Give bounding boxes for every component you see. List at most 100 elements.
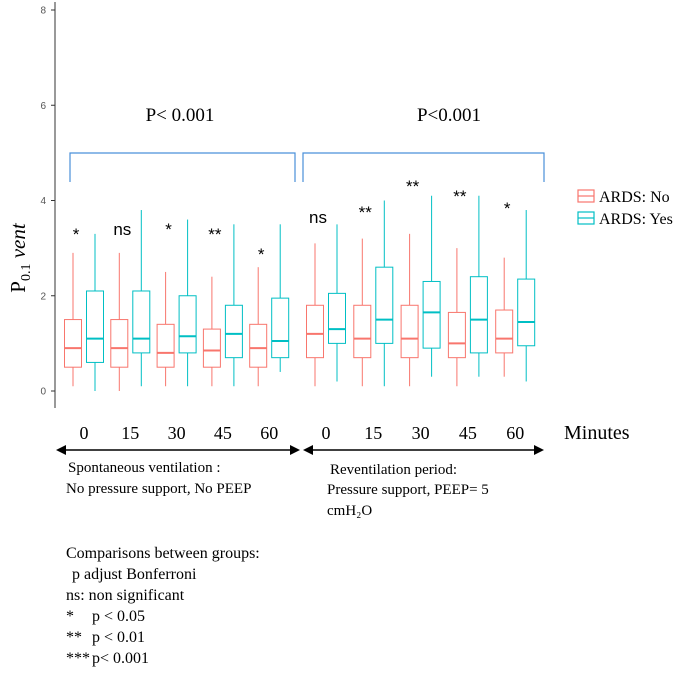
box-iqr [517, 278, 536, 347]
bracket-p-value: P<0.001 [417, 105, 481, 126]
x-tick-label: 60 [260, 423, 278, 443]
box-ards-yes [271, 224, 290, 372]
period-2-line-1: Reventilation period: [330, 462, 457, 478]
period-arrow-reventilation [303, 445, 544, 455]
box-ards-no [249, 267, 268, 387]
box-layer [64, 195, 536, 391]
y-axis-title-sub: 0.1 [19, 264, 34, 282]
box-ards-yes [469, 195, 488, 377]
significance-label: * [258, 245, 265, 264]
notes-row: ** p < 0.01 [66, 627, 466, 648]
axis-layer: 0 2 4 6 8 [40, 2, 56, 408]
x-tick-label: 30 [412, 423, 430, 443]
x-tick-label: 15 [364, 423, 382, 443]
box-iqr [249, 323, 268, 368]
notes-row-symbol: ** [66, 629, 82, 646]
box-ards-no [306, 243, 324, 387]
x-tick-label: 45 [459, 423, 477, 443]
significance-label: * [165, 220, 172, 239]
y-axis-title-tail: vent [6, 222, 30, 258]
notes-adjust: p adjust Bonferroni [72, 566, 197, 583]
comparison-bracket: P< 0.001 [69, 105, 296, 182]
x-tick-label: 30 [168, 423, 186, 443]
box-ards-yes [517, 210, 536, 382]
x-tick-label: 0 [322, 423, 331, 443]
notes-row-text: p < 0.05 [92, 608, 146, 625]
box-ards-yes [422, 195, 441, 377]
significance-layer: * ns * ***ns ******* [73, 177, 511, 264]
notes-row: * p < 0.05 [66, 606, 466, 627]
box-iqr [328, 292, 346, 344]
box-ards-yes [224, 224, 243, 387]
x-axis-title: Minutes [564, 422, 630, 444]
notes-row-symbol: * [66, 608, 74, 625]
box-iqr [495, 309, 514, 354]
notes-ns: ns: non significant [66, 587, 185, 604]
box-iqr [271, 297, 290, 359]
significance-label: ns [309, 208, 327, 227]
legend-label-ards-yes: ARDS: Yes [599, 211, 673, 228]
legend-label-ards-no: ARDS: No [599, 189, 670, 206]
box-ards-no [110, 252, 129, 391]
x-tick-label: 60 [506, 423, 524, 443]
box-ards-no [400, 233, 419, 387]
period-2-line-2: Pressure support, PEEP= 5 [327, 482, 489, 498]
box-iqr [178, 295, 197, 354]
significance-label: * [73, 225, 80, 244]
significance-label: ** [208, 225, 222, 244]
notes-row: *** p< 0.001 [66, 648, 466, 669]
box-iqr [353, 304, 372, 359]
period-2-line-3: cmH₂O [327, 503, 372, 519]
y-tick-label: 4 [40, 196, 46, 207]
y-tick-label: 0 [40, 387, 46, 398]
bracket-line [302, 152, 545, 182]
y-axis-title-main: P [6, 281, 30, 293]
notes-row-text: p< 0.001 [92, 650, 150, 667]
box-iqr [202, 328, 221, 368]
period-1-line-1: Spontaneous ventilation : [68, 460, 220, 476]
label-layer: 0 15 30 45 60 0 15 30 45 60 [80, 423, 525, 443]
bracket-layer: P< 0.001 P<0.001 [69, 105, 545, 182]
bracket-p-value: P< 0.001 [146, 105, 215, 126]
notes-title: Comparisons between groups: [66, 545, 260, 562]
box-ards-yes [375, 200, 394, 387]
box-ards-no [495, 257, 514, 377]
box-iqr [469, 276, 488, 354]
box-iqr [447, 311, 466, 359]
box-iqr [64, 319, 82, 368]
box-iqr [86, 290, 104, 363]
box-iqr [132, 290, 151, 354]
y-axis-title: P0.1 vent [6, 222, 34, 293]
box-iqr [375, 266, 394, 344]
box-ards-yes [328, 224, 346, 382]
x-tick-label: 45 [214, 423, 232, 443]
significance-label: ** [359, 203, 373, 222]
box-ards-no [156, 271, 175, 387]
y-tick-label: 8 [40, 6, 46, 17]
box-iqr [422, 280, 441, 349]
box-ards-no [353, 238, 372, 387]
comparison-notes: Comparisons between groups: p adjust Bon… [66, 543, 466, 669]
significance-label: ** [406, 177, 420, 196]
box-iqr [110, 319, 129, 368]
box-ards-no [202, 276, 221, 387]
y-tick-label: 6 [40, 101, 46, 112]
box-iqr [400, 304, 419, 359]
period-1-line-2: No pressure support, No PEEP [66, 481, 251, 497]
box-ards-no [447, 248, 466, 387]
x-tick-label: 0 [80, 423, 89, 443]
x-tick-label: 15 [121, 423, 139, 443]
box-ards-no [64, 252, 82, 387]
significance-label: ns [113, 220, 131, 239]
bracket-line [69, 152, 296, 182]
period-arrow-spontaneous [56, 445, 300, 455]
legend: ARDS: No ARDS: Yes [577, 189, 673, 228]
comparison-bracket: P<0.001 [302, 105, 545, 182]
box-ards-yes [178, 219, 197, 387]
y-tick-label: 2 [40, 291, 46, 302]
box-ards-yes [132, 210, 151, 387]
box-ards-yes [86, 233, 104, 391]
box-iqr [306, 304, 324, 359]
box-iqr [156, 323, 175, 368]
